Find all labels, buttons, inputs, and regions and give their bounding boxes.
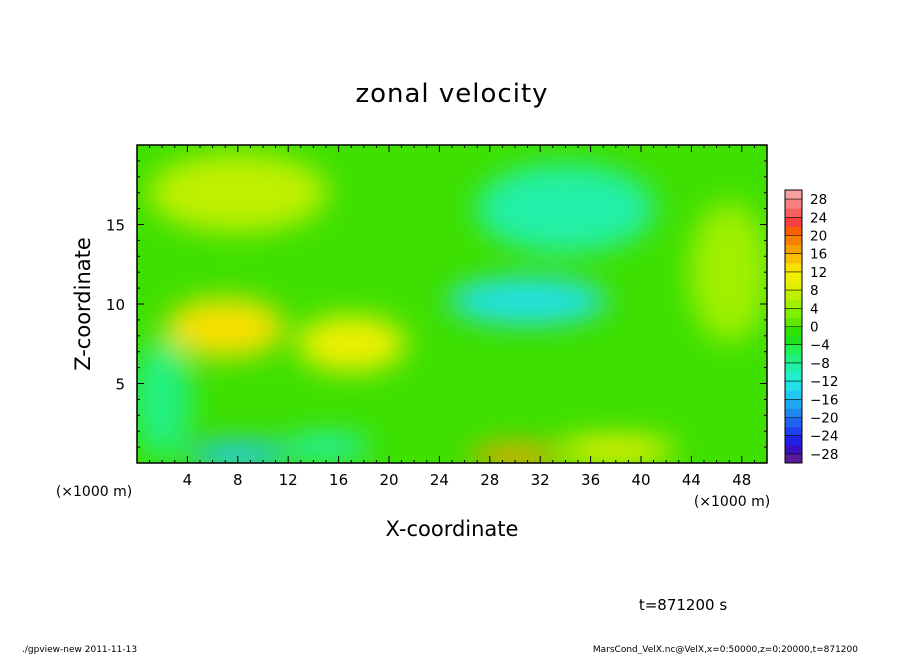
y-axis-label: Z-coordinate	[71, 237, 95, 371]
field-feature	[165, 297, 286, 358]
field-feature	[475, 163, 656, 254]
colorbar-swatch	[785, 344, 802, 355]
colorbar-swatch	[785, 390, 802, 400]
colorbar-swatch	[785, 453, 802, 464]
colorbar-swatch	[785, 335, 802, 346]
colorbar-label: 8	[810, 283, 819, 299]
x-tick-label: 8	[233, 471, 243, 489]
y-tick-label: 10	[106, 296, 125, 314]
colorbar-swatch	[785, 381, 802, 391]
x-axis-ticks: 4 8 12 16 20 24 28 32 36 40 44 48	[149, 145, 768, 489]
field-feature	[555, 436, 676, 463]
colorbar-swatch	[785, 199, 802, 209]
colorbar-label: 0	[810, 320, 819, 336]
colorbar-swatch	[785, 235, 802, 246]
field-feature	[281, 433, 371, 462]
colorbar-swatch	[785, 372, 802, 382]
field-feature	[137, 339, 193, 460]
field-feature	[470, 444, 560, 463]
colorbar-label: 28	[810, 192, 827, 208]
colorbar-label: 20	[810, 229, 827, 245]
colorbar-labels: 28 24 20 16 12 8 4 0 −4 −8 −12 −16 −20 −24 −28	[785, 192, 839, 463]
x-tick-label: 16	[329, 471, 348, 489]
field-feature	[187, 441, 288, 463]
colorbar-label: 4	[810, 301, 819, 317]
y-tick-label: 15	[106, 217, 125, 235]
footer-right: MarsCond_VelX.nc@VelX,x=0:50000,z=0:2000…	[593, 645, 858, 654]
colorbar-label: −28	[810, 447, 839, 463]
y-tick-label: 5	[115, 376, 125, 394]
x-tick-label: 4	[183, 471, 193, 489]
colorbar-swatch	[785, 217, 802, 227]
x-tick-label: 28	[480, 471, 499, 489]
x-tick-label: 24	[430, 471, 449, 489]
colorbar-swatch	[785, 281, 802, 291]
x-tick-label: 32	[531, 471, 550, 489]
colorbar-swatch	[785, 444, 802, 455]
colorbar-swatch	[785, 244, 802, 255]
colorbar-label: 12	[810, 265, 827, 281]
colorbar-swatch	[785, 290, 802, 300]
colorbar-swatch	[785, 308, 802, 318]
colorbar-label: 16	[810, 247, 827, 263]
field-feature	[689, 202, 767, 343]
colorbar-label: −8	[810, 356, 830, 372]
y-unit-label: (×1000 m)	[56, 484, 132, 500]
chart-title: zonal velocity	[355, 79, 548, 109]
colorbar-label: 24	[810, 210, 827, 226]
field-feature	[447, 276, 608, 325]
colorbar-swatch	[785, 208, 802, 218]
x-tick-label: 20	[379, 471, 398, 489]
colorbar-label: −12	[810, 374, 839, 390]
x-tick-label: 44	[682, 471, 701, 489]
heatmap-field	[137, 145, 767, 463]
colorbar-swatch	[785, 317, 802, 327]
colorbar-swatch	[785, 399, 802, 409]
colorbar-label: −24	[810, 429, 839, 445]
colorbar-label: −4	[810, 338, 830, 354]
colorbar-swatch	[785, 253, 802, 264]
x-unit-label: (×1000 m)	[694, 494, 770, 510]
field-feature	[296, 315, 407, 372]
colorbar-swatch	[785, 417, 802, 428]
field-feature	[147, 152, 328, 233]
x-tick-label: 12	[279, 471, 298, 489]
colorbar-swatch	[785, 226, 802, 236]
colorbar-swatch	[785, 299, 802, 309]
time-label: t=871200 s	[639, 596, 727, 614]
x-tick-label: 48	[732, 471, 751, 489]
y-axis-ticks: 5 10 15	[106, 160, 767, 448]
colorbar-label: −20	[810, 411, 839, 427]
colorbar-swatch	[785, 435, 802, 446]
colorbar-label: −16	[810, 392, 839, 408]
colorbar-swatch	[785, 426, 802, 437]
colorbar-swatch	[785, 362, 802, 373]
colorbar-swatch	[785, 326, 802, 337]
colorbar-swatch	[785, 271, 802, 282]
x-tick-label: 36	[581, 471, 600, 489]
x-tick-label: 40	[631, 471, 650, 489]
colorbar-swatch	[785, 262, 802, 273]
colorbar-swatch	[785, 353, 802, 364]
colorbar-swatch	[785, 408, 802, 418]
colorbar-swatch	[785, 190, 802, 200]
footer-left: ./gpview-new 2011-11-13	[22, 645, 137, 654]
x-axis-label: X-coordinate	[386, 517, 519, 541]
